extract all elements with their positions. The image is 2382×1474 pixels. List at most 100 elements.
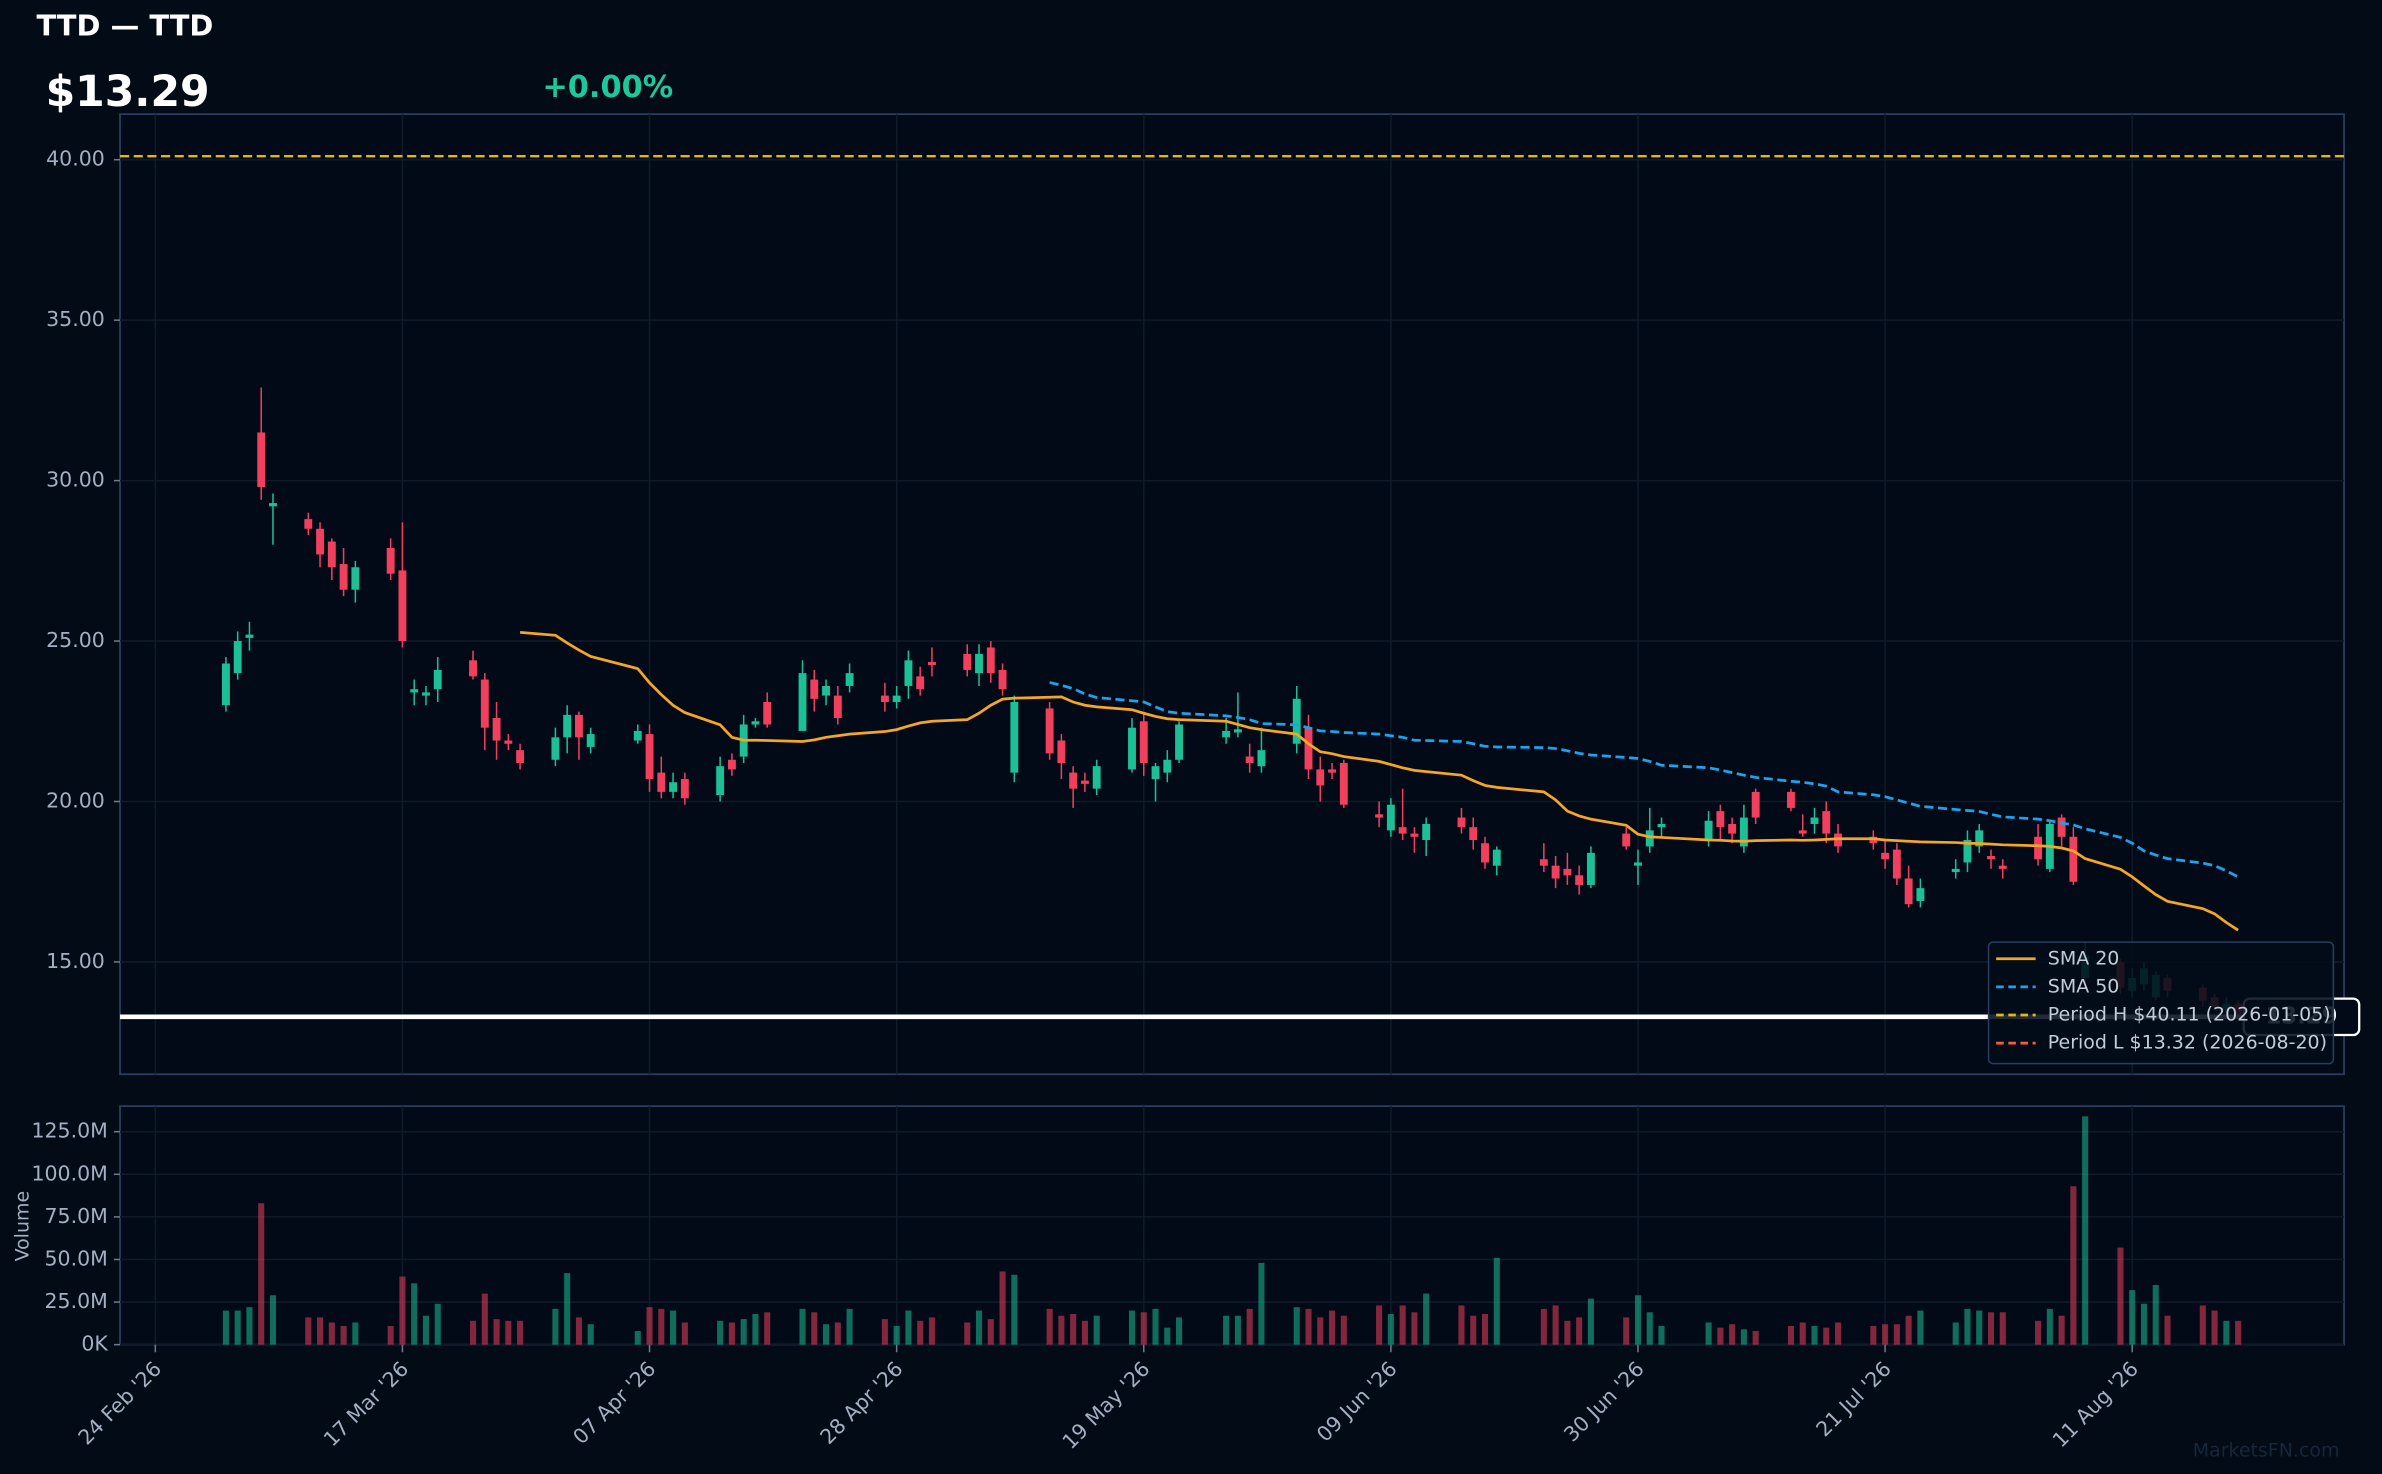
- volume-bar: [917, 1320, 924, 1345]
- volume-bar: [987, 1319, 994, 1345]
- volume-bar: [564, 1273, 571, 1345]
- candle-body: [516, 750, 525, 763]
- candle-body: [986, 647, 995, 674]
- volume-bar: [905, 1310, 912, 1345]
- volume-bar: [575, 1317, 582, 1345]
- volume-bar: [399, 1276, 406, 1345]
- candle-body: [1751, 791, 1760, 818]
- volume-bar: [246, 1307, 253, 1345]
- sma-line: [1049, 681, 2239, 879]
- candle-body: [1057, 740, 1066, 763]
- candle-body: [351, 567, 360, 590]
- volume-bar: [2117, 1247, 2124, 1345]
- volume-bar: [1870, 1325, 1877, 1345]
- candle-body: [1422, 823, 1431, 841]
- candle-body: [1375, 814, 1384, 818]
- volume-bar: [1081, 1320, 1088, 1345]
- volume-bar: [1164, 1327, 1171, 1345]
- candle-body: [563, 714, 572, 738]
- volume-bar: [1246, 1308, 1253, 1345]
- candle-body: [916, 676, 925, 690]
- volume-bar: [2035, 1320, 2042, 1345]
- volume-bar: [1964, 1308, 1971, 1345]
- candle-body: [1586, 852, 1595, 885]
- volume-bar: [352, 1322, 359, 1345]
- volume-bar: [799, 1308, 806, 1345]
- candle-body: [1316, 769, 1325, 786]
- candle-body: [1304, 727, 1313, 770]
- y-tick-label: 30.00: [46, 468, 105, 492]
- candle-body: [2034, 836, 2043, 860]
- volume-bar: [928, 1317, 935, 1345]
- candle-body: [669, 782, 678, 792]
- volume-bar: [1411, 1312, 1418, 1345]
- candle-body: [1987, 856, 1995, 860]
- volume-bar: [2164, 1315, 2171, 1345]
- volume-bar: [2235, 1320, 2242, 1345]
- candle-body: [245, 634, 254, 638]
- y-tick-label: 125.0M: [31, 1119, 107, 1143]
- candle-body: [1716, 811, 1725, 828]
- candle-body: [1010, 702, 1019, 773]
- volume-bar: [670, 1310, 677, 1345]
- volume-bar: [1458, 1305, 1465, 1345]
- volume-bar: [517, 1320, 524, 1345]
- candle-body: [386, 547, 395, 574]
- candle-body: [1798, 830, 1807, 834]
- candle-body: [304, 519, 313, 529]
- candle-body: [1787, 791, 1795, 808]
- volume-bar: [728, 1322, 735, 1345]
- candle-body: [1822, 811, 1831, 834]
- candle-body: [1634, 862, 1642, 866]
- volume-bar: [2070, 1186, 2077, 1345]
- y-tick-label: 75.0M: [45, 1204, 108, 1228]
- candle-body: [1563, 868, 1572, 876]
- candle-body: [904, 660, 913, 686]
- candle-body: [1092, 766, 1101, 789]
- volume-bar: [1564, 1320, 1571, 1345]
- candle-body: [233, 641, 242, 674]
- volume-bar: [1740, 1329, 1747, 1345]
- candle-body: [1257, 750, 1266, 767]
- legend-label: Period L $13.32 (2026-08-20): [2048, 1032, 2327, 1054]
- volume-bar: [1152, 1308, 1159, 1345]
- watermark: MarketsFN.com: [2193, 1439, 2340, 1461]
- volume-bar: [1128, 1310, 1136, 1345]
- volume-bar: [552, 1308, 559, 1345]
- volume-bar: [1140, 1312, 1147, 1345]
- candle-body: [1916, 888, 1925, 901]
- volume-bar: [1823, 1327, 1830, 1345]
- volume-bar: [1787, 1325, 1794, 1345]
- volume-bar: [975, 1310, 983, 1345]
- volume-bar: [1623, 1317, 1630, 1345]
- candle-body: [963, 653, 972, 670]
- grid: 15.00 20.00 25.00 30.00 35.00 40.00 0K 25.0M 50.…: [31, 114, 2345, 1454]
- change-label: +0.00%: [542, 70, 673, 105]
- legend-label: SMA 50: [2048, 975, 2120, 997]
- candle-body: [1139, 721, 1148, 763]
- y-tick-label: 25.0M: [45, 1289, 108, 1313]
- volume-bar: [1705, 1322, 1712, 1345]
- volume-bar: [1317, 1317, 1324, 1345]
- volume-bar: [1587, 1298, 1594, 1345]
- candle-body: [1739, 817, 1748, 847]
- candle-body: [1457, 817, 1466, 828]
- candle-body: [433, 669, 442, 690]
- volume-bar: [2129, 1290, 2136, 1345]
- price-panel: [119, 113, 2345, 1076]
- candle-body: [1657, 823, 1666, 828]
- candle-body: [716, 766, 725, 796]
- volume-bar: [893, 1325, 900, 1345]
- volume-bar: [1481, 1313, 1489, 1345]
- candle-body: [1704, 820, 1713, 841]
- volume-bar: [1493, 1257, 1500, 1345]
- candle-body: [680, 779, 689, 799]
- candle-body: [1963, 840, 1972, 863]
- candle-body: [1539, 859, 1548, 866]
- candle-body: [1551, 865, 1560, 879]
- volume-bar: [1811, 1325, 1818, 1345]
- volume-bar: [1976, 1310, 1983, 1345]
- volume-bar: [681, 1322, 688, 1345]
- candle-body: [1892, 849, 1901, 879]
- volume-bar: [2211, 1310, 2218, 1345]
